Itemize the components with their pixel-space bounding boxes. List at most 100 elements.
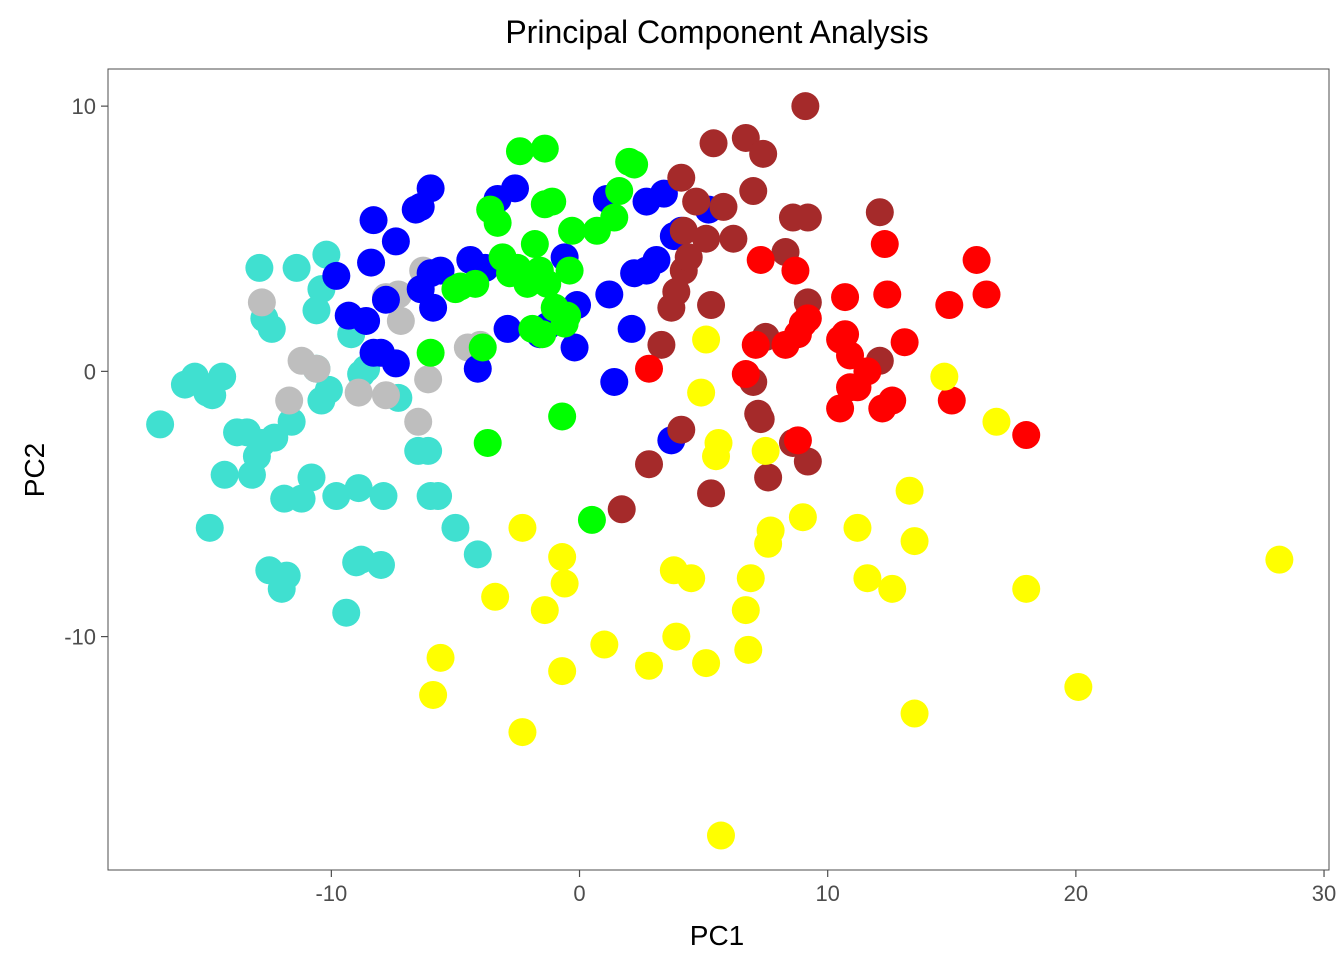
data-point — [560, 333, 589, 362]
y-tick-label: 0 — [84, 359, 96, 384]
data-point — [483, 208, 512, 237]
data-point — [667, 163, 696, 192]
data-point — [302, 354, 331, 383]
data-point — [257, 314, 286, 343]
x-tick-label: 30 — [1312, 881, 1336, 906]
data-point — [826, 394, 855, 423]
data-points — [146, 92, 1294, 850]
data-point — [493, 314, 522, 343]
data-point — [533, 269, 562, 298]
data-point — [793, 203, 822, 232]
data-point — [505, 137, 534, 166]
data-point — [195, 513, 224, 542]
data-point — [520, 230, 549, 259]
data-point — [731, 596, 760, 625]
data-point — [900, 527, 929, 556]
data-point — [704, 428, 733, 457]
data-point — [741, 330, 770, 359]
data-point — [468, 333, 497, 362]
data-point — [746, 245, 775, 274]
data-point — [426, 256, 455, 285]
data-point — [595, 280, 624, 309]
data-point — [508, 718, 537, 747]
data-point — [501, 174, 529, 203]
data-point — [853, 357, 882, 386]
data-point — [677, 564, 706, 593]
data-point — [146, 410, 175, 439]
data-point — [366, 550, 395, 579]
data-point — [692, 649, 721, 678]
data-point — [344, 378, 373, 407]
data-point — [620, 150, 649, 179]
data-point — [697, 291, 726, 320]
data-point — [930, 362, 959, 391]
data-point — [831, 283, 860, 312]
x-tick-label: 0 — [573, 881, 585, 906]
data-point — [558, 216, 587, 245]
data-point — [302, 296, 331, 325]
y-tick-label: -10 — [64, 625, 96, 650]
x-axis-title: PC1 — [690, 920, 744, 951]
data-point — [550, 569, 579, 598]
data-point — [386, 306, 415, 335]
data-point — [424, 482, 453, 511]
data-point — [756, 516, 785, 545]
chart-title: Principal Component Analysis — [505, 14, 928, 50]
data-point — [528, 320, 557, 349]
data-point — [247, 288, 276, 317]
data-point — [419, 293, 448, 322]
data-point — [210, 460, 239, 489]
data-point — [600, 367, 629, 396]
data-point — [754, 463, 783, 492]
data-point — [314, 375, 343, 404]
data-point — [719, 224, 748, 253]
y-tick-label: 10 — [72, 94, 96, 119]
data-point — [508, 513, 537, 542]
data-point — [1012, 421, 1041, 450]
data-point — [538, 187, 567, 216]
data-point — [553, 301, 582, 330]
data-point — [555, 256, 584, 285]
data-point — [473, 428, 502, 457]
data-point — [245, 253, 274, 282]
data-point — [831, 320, 860, 349]
data-point — [791, 92, 820, 121]
data-point — [736, 564, 765, 593]
data-point — [1064, 672, 1093, 701]
data-point — [381, 227, 410, 256]
data-point — [272, 561, 301, 590]
data-point — [548, 543, 577, 572]
data-point — [937, 386, 966, 415]
data-point — [277, 407, 306, 436]
data-point — [463, 540, 492, 569]
data-point — [332, 598, 361, 627]
data-point — [667, 415, 696, 444]
data-point — [371, 285, 400, 314]
data-point — [287, 484, 316, 513]
data-point — [275, 386, 304, 415]
data-point — [1265, 545, 1294, 574]
data-point — [404, 407, 433, 436]
data-point — [682, 187, 711, 216]
data-point — [416, 338, 445, 367]
data-point — [481, 582, 510, 611]
data-point — [962, 245, 991, 274]
data-point — [312, 240, 341, 269]
data-point — [600, 203, 629, 232]
data-point — [635, 450, 664, 479]
data-point — [699, 129, 728, 158]
data-point — [322, 261, 351, 290]
data-point — [793, 447, 822, 476]
data-point — [662, 622, 691, 651]
y-axis: -10 0 10 — [64, 94, 108, 650]
data-point — [674, 243, 703, 272]
data-point — [605, 177, 634, 206]
data-point — [706, 821, 735, 850]
data-point — [972, 280, 1001, 309]
x-tick-label: 10 — [815, 881, 839, 906]
data-point — [381, 349, 410, 378]
x-axis: -10 0 10 20 30 — [315, 870, 1336, 906]
data-point — [865, 198, 894, 227]
data-point — [297, 463, 326, 492]
